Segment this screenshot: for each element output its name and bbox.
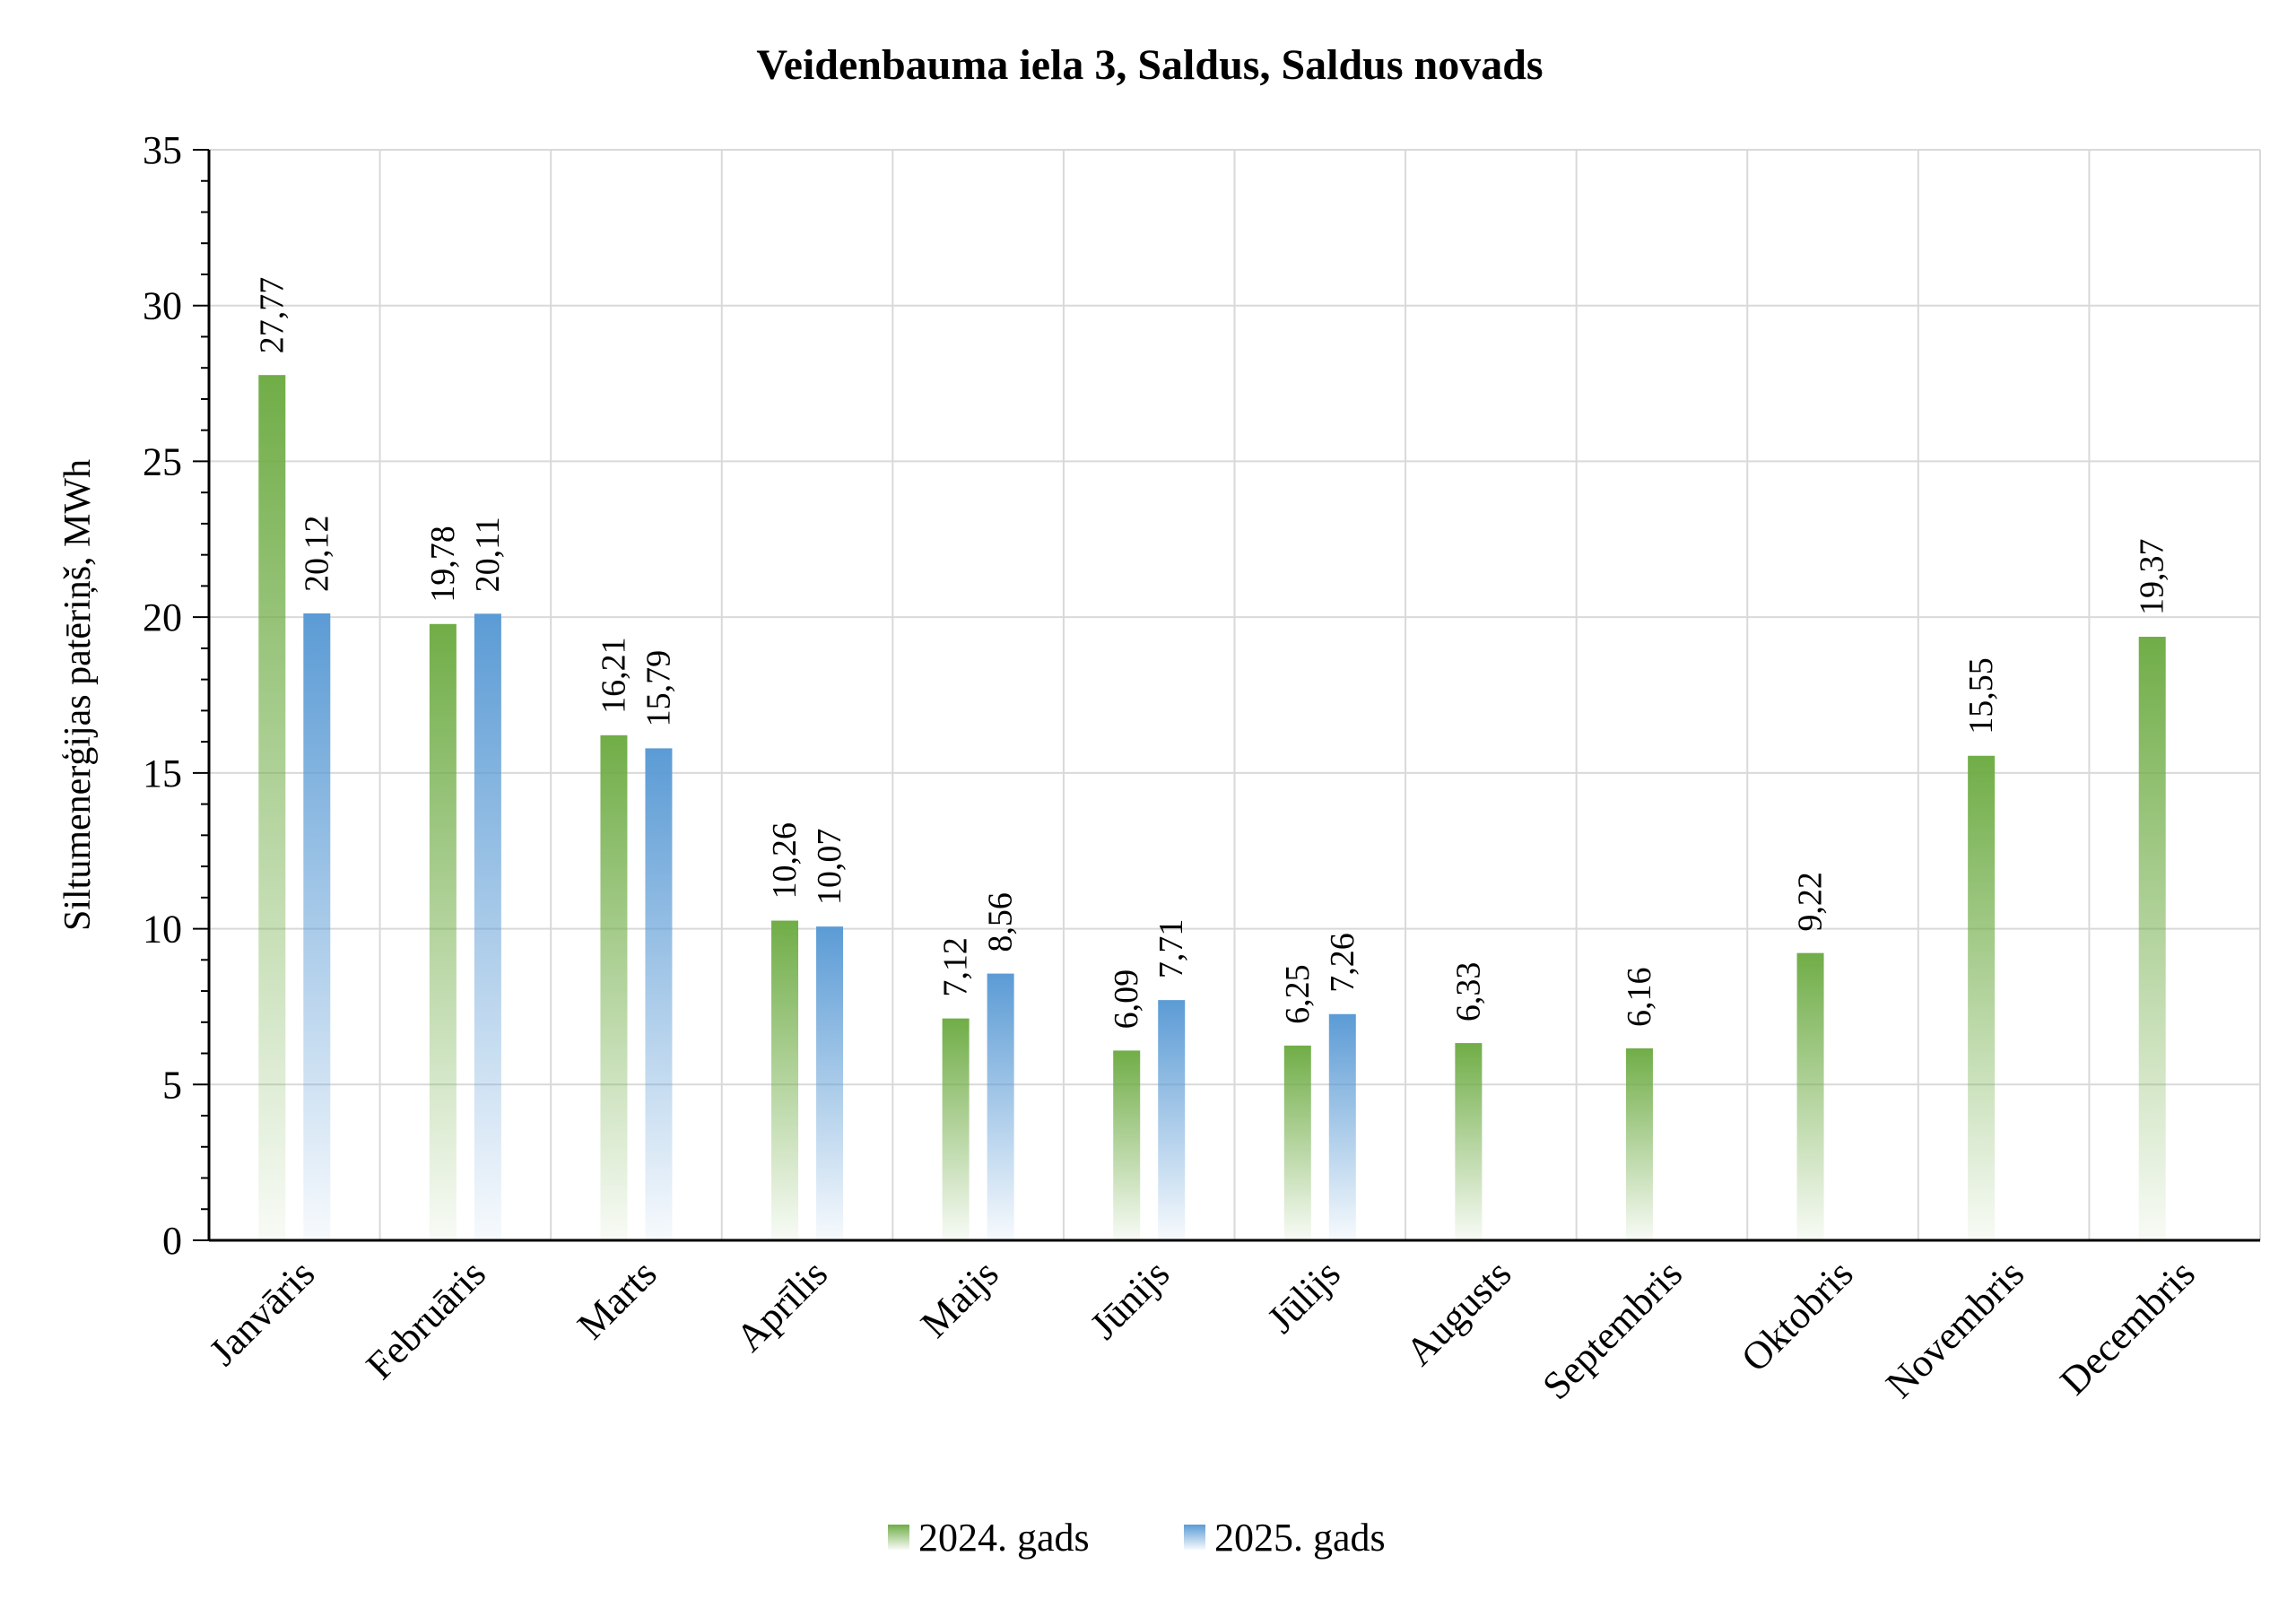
- x-tick-label: Marts: [569, 1251, 665, 1347]
- bar-series-1-7: [1455, 1043, 1483, 1240]
- bar-series-2-6: [1328, 1013, 1356, 1240]
- data-label: 7,71: [1152, 919, 1190, 979]
- data-label: 15,79: [639, 650, 677, 727]
- legend-item: 2025. gads: [1184, 1516, 1386, 1560]
- bar-series-2-0: [303, 613, 331, 1240]
- x-tick-label: Aprīlis: [727, 1251, 836, 1360]
- data-label: 6,16: [1621, 967, 1658, 1027]
- x-tick-label: Decembris: [2051, 1251, 2203, 1403]
- bar-series-1-8: [1625, 1047, 1653, 1240]
- x-tick-label: Novembris: [1877, 1251, 2032, 1406]
- bar-series-1-11: [2138, 637, 2166, 1240]
- y-tick-label: 0: [162, 1219, 182, 1263]
- bar-series-2-2: [645, 748, 673, 1240]
- legend-swatch: [888, 1525, 909, 1550]
- legend-label: 2025. gads: [1214, 1516, 1386, 1560]
- x-tick-label: Janvāris: [201, 1251, 324, 1374]
- bar-series-2-1: [474, 613, 501, 1240]
- data-label: 7,12: [937, 937, 975, 997]
- bar-series-1-6: [1283, 1045, 1311, 1240]
- bar-series-2-3: [816, 926, 844, 1240]
- data-label: 9,22: [1792, 872, 1830, 932]
- bar-series-1-2: [600, 734, 628, 1240]
- chart-title: Veidenbauma iela 3, Saldus, Saldus novad…: [756, 41, 1543, 89]
- legend-swatch: [1184, 1525, 1205, 1550]
- bar-series-1-4: [942, 1018, 970, 1240]
- data-label: 19,78: [424, 526, 462, 603]
- bar-series-1-10: [1968, 755, 1996, 1240]
- data-label: 6,25: [1279, 964, 1317, 1024]
- data-label: 19,37: [2134, 539, 2171, 616]
- x-tick-label: Maijs: [912, 1251, 1007, 1346]
- data-label: 6,09: [1108, 969, 1145, 1030]
- bar-series-2-5: [1158, 1000, 1186, 1240]
- data-label: 10,07: [811, 829, 848, 906]
- y-tick-label: 15: [143, 752, 182, 795]
- data-label: 15,55: [1962, 657, 2000, 734]
- x-tick-label: Jūlijs: [1259, 1251, 1349, 1341]
- bar-series-1-0: [258, 375, 286, 1240]
- x-tick-label: Februāris: [358, 1251, 494, 1387]
- legend: 2024. gads 2025. gads: [888, 1516, 1386, 1560]
- x-tick-label: Jūnijs: [1082, 1251, 1178, 1347]
- data-label: 10,26: [766, 822, 804, 900]
- x-tick-label: Septembris: [1534, 1251, 1691, 1408]
- y-tick-label: 5: [162, 1063, 182, 1107]
- bar-series-1-1: [429, 623, 457, 1240]
- y-tick-label: 20: [143, 595, 182, 639]
- x-tick-label: Oktobris: [1733, 1251, 1862, 1380]
- axes: 0 5 10 15 20 25 30 35 Janvāris Februāris Marts Aprī…: [143, 128, 2260, 1408]
- y-tick-label: 25: [143, 439, 182, 483]
- data-label: 7,26: [1324, 933, 1361, 993]
- data-label: 20,12: [298, 515, 335, 592]
- bars: [258, 375, 2166, 1240]
- y-tick-label: 30: [143, 284, 182, 328]
- bar-series-1-5: [1113, 1050, 1141, 1240]
- data-label: 8,56: [982, 892, 1020, 952]
- y-tick-label: 35: [143, 128, 182, 172]
- data-labels: 27,77 19,78 16,21 10,26 7,12 6,09 6,25 6,33 6,16…: [253, 277, 2170, 1030]
- y-tick-label: 10: [143, 908, 182, 952]
- y-axis-title: Siltumenerģijas patēriņš, MWh: [57, 459, 99, 931]
- grid: [209, 149, 2261, 1240]
- bar-series-1-3: [771, 920, 799, 1240]
- data-label: 20,11: [469, 517, 507, 592]
- legend-label: 2024. gads: [918, 1516, 1090, 1560]
- x-tick-label: Augusts: [1397, 1251, 1520, 1374]
- bar-series-2-4: [987, 973, 1014, 1240]
- legend-item: 2024. gads: [888, 1516, 1090, 1560]
- data-label: 6,33: [1449, 962, 1487, 1022]
- data-label: 27,77: [253, 277, 291, 354]
- data-label: 16,21: [595, 637, 632, 714]
- bar-series-1-9: [1796, 952, 1824, 1240]
